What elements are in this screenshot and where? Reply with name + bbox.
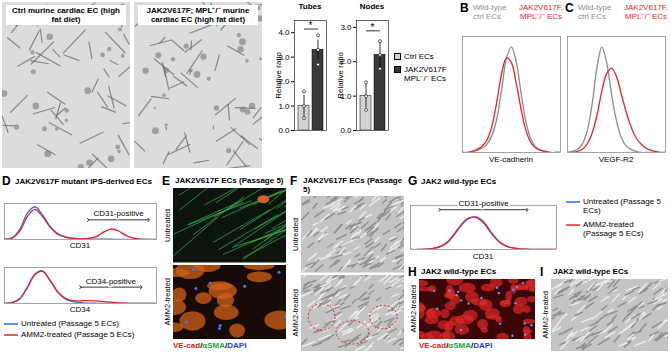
html-text:D JAK2V617F mutant iPS-derived: D JAK2V617F mutant iPS-derived ECs — [2, 174, 152, 188]
html-text:JAK2 wild-type ECs: JAK2 wild-type ECs — [553, 267, 629, 276]
html-text:I: I — [540, 265, 544, 279]
svg-text:0.0: 0.0 — [278, 126, 290, 135]
svg-text:*: * — [309, 20, 313, 31]
html-text:VE-cad / αSMA / DAPI: VE-cad / αSMA / DAPI — [419, 341, 493, 350]
html-text:Untreated: Untreated — [291, 217, 300, 251]
svg-text:CD31-positive: CD31-positive — [93, 209, 144, 218]
svg-text:2.0: 2.0 — [340, 57, 352, 67]
html-text:Untreated (Passage 5 ECs): Untreated (Passage 5 ECs) — [583, 197, 661, 215]
html-text:AMM2-treated: AMM2-treated — [291, 289, 300, 337]
html-text:JAK2V617F ECs (Passage 5): JAK2V617F ECs (Passage 5) — [175, 176, 284, 185]
html-text:Nodes: Nodes — [359, 2, 385, 11]
html-text:AMM2-treated: AMM2-treated — [541, 291, 550, 339]
html-text:C Wild-type ctrl ECs: C Wild-type ctrl ECs — [565, 1, 612, 21]
html-text:Ctrl murine cardiac EC (high f: Ctrl murine cardiac EC (high fat diet) — [12, 6, 120, 24]
html-text:CD34: CD34 — [69, 305, 91, 314]
html-text:Ctrl ECs: Ctrl ECs — [404, 52, 434, 61]
html-text:VEGF-R2: VEGF-R2 — [598, 155, 634, 164]
html-text:AMM2-treated (Passage 5 ECs): AMM2-treated (Passage 5 ECs) — [583, 220, 644, 238]
html-text:Untreated (Passage 5 ECs): Untreated (Passage 5 ECs) — [21, 319, 119, 328]
html-text:JAK2V617F, MPL⁻/⁻ ECs: JAK2V617F, MPL⁻/⁻ ECs — [624, 3, 668, 21]
svg-text:3.0: 3.0 — [340, 23, 352, 32]
svg-text:*: * — [371, 22, 375, 33]
svg-text:2.0: 2.0 — [278, 77, 290, 87]
html-text:E: E — [162, 174, 170, 188]
html-text:AMM2-treated: AMM2-treated — [163, 278, 172, 326]
html-text:VE-cadherin: VE-cadherin — [489, 155, 533, 164]
svg-text:0.0: 0.0 — [340, 126, 352, 135]
svg-text:CD31-positive: CD31-positive — [458, 199, 509, 208]
html-text:AMM2-treated: AMM2-treated — [409, 285, 418, 333]
html-text:Untreated: Untreated — [163, 208, 172, 242]
html-text:Tubes: Tubes — [298, 2, 322, 11]
html-text:G JAK2 wild-type ECs: G JAK2 wild-type ECs — [408, 174, 497, 188]
html-text:JAK2V617F MPL⁻/⁻ ECs: JAK2V617F MPL⁻/⁻ ECs — [404, 65, 447, 83]
svg-text:4.0: 4.0 — [278, 28, 290, 37]
html-text:AMM2-treated (Passage 5 ECs): AMM2-treated (Passage 5 ECs) — [21, 330, 135, 339]
svg-text:1.0: 1.0 — [278, 102, 290, 111]
html-text:CD31: CD31 — [472, 252, 494, 261]
html-text:H JAK2 wild-type ECs: H JAK2 wild-type ECs — [408, 265, 497, 279]
svg-text:CD34-positive: CD34-positive — [86, 277, 137, 286]
svg-text:1.0: 1.0 — [340, 91, 352, 101]
html-text:F: F — [290, 174, 298, 188]
svg-text:3.0: 3.0 — [278, 52, 290, 62]
svg-text:Relative ratio: Relative ratio — [274, 52, 283, 99]
html-text:VE-cad / αSMA / DAPI: VE-cad / αSMA / DAPI — [173, 341, 247, 350]
svg-text:Relative ratio: Relative ratio — [336, 52, 345, 99]
html-text:CD31: CD31 — [69, 241, 91, 250]
html-text:B Wild-type ctrl ECs: B Wild-type ctrl ECs — [460, 1, 507, 21]
html-text:JAK2V617F; MPL⁻/⁻ murine cardi: JAK2V617F; MPL⁻/⁻ murine cardiac EC (hig… — [146, 6, 250, 24]
html-text:JAK2V617F, MPL⁻/⁻ ECs: JAK2V617F, MPL⁻/⁻ ECs — [519, 3, 563, 21]
html-text:JAK2V617F ECs (Passage 5): JAK2V617F ECs (Passage 5) — [303, 176, 403, 194]
